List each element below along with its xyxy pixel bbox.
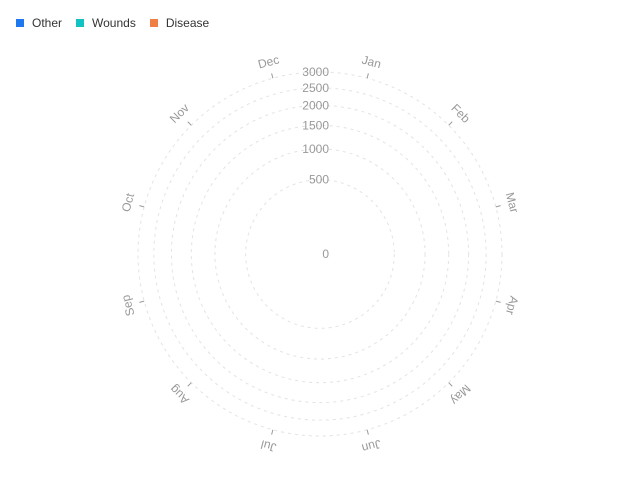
month-tick [271, 73, 274, 79]
radial-tick-labels: 0 500 1000 1500 2000 2500 3000 [302, 65, 329, 261]
legend-label-disease: Disease [165, 16, 210, 30]
month-label: Sep [118, 293, 137, 318]
grid-circle-500 [245, 179, 395, 329]
month-tick [366, 429, 369, 435]
radial-tick-label: 0 [322, 247, 329, 261]
month-tick [271, 429, 274, 435]
month-tick [187, 382, 192, 387]
month-label: Jul [259, 437, 277, 454]
radial-grid [137, 71, 503, 437]
grid-circle-2000 [170, 104, 470, 404]
month-label: Jan [360, 53, 382, 72]
legend-item-other[interactable]: Other [16, 16, 62, 30]
month-tick [187, 121, 192, 126]
legend-label-other: Other [32, 16, 63, 30]
month-label: Oct [119, 191, 138, 213]
grid-circle-1500 [190, 124, 450, 384]
month-tick [495, 300, 501, 303]
radial-tick-label: 3000 [302, 65, 329, 79]
grid-circle-1000 [214, 148, 426, 360]
legend-item-disease[interactable]: Disease [149, 16, 210, 30]
month-tick [448, 382, 453, 387]
legend-swatch-other [16, 19, 24, 27]
radial-tick-label: 1500 [302, 118, 329, 132]
month-label: Mar [503, 191, 522, 215]
radial-tick-label: 2500 [302, 81, 329, 95]
legend-swatch-disease [149, 19, 158, 27]
grid-circle-3000 [137, 71, 503, 437]
legend-label-wounds: Wounds [92, 16, 136, 30]
radial-tick-label: 1000 [302, 142, 329, 156]
legend-swatch-wounds [76, 19, 85, 27]
month-tick [366, 73, 369, 79]
month-tick [448, 121, 453, 126]
month-tick [139, 205, 145, 208]
grid-circle-2500 [153, 87, 487, 421]
month-tick [139, 300, 145, 303]
radial-tick-label: 500 [309, 173, 329, 187]
month-label: Jun [360, 437, 382, 456]
month-label: Apr [503, 295, 521, 317]
legend: Other Wounds Disease [16, 16, 209, 30]
radial-tick-label: 2000 [302, 98, 329, 112]
month-label: Dec [256, 52, 280, 71]
legend-item-wounds[interactable]: Wounds [76, 16, 136, 30]
month-tick [495, 205, 501, 208]
